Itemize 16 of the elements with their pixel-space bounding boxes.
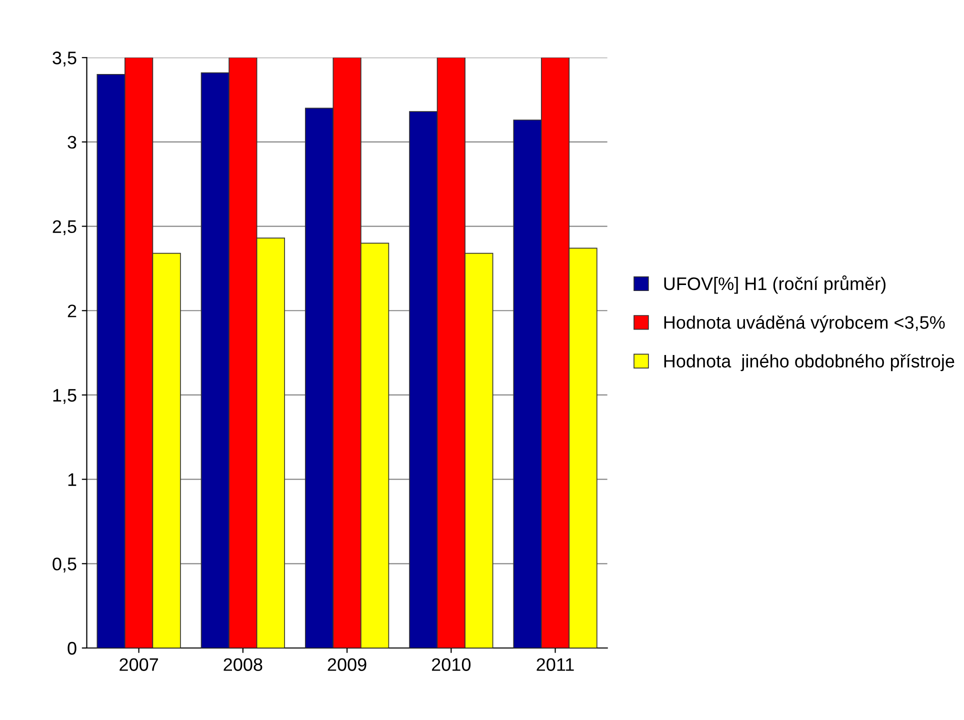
y-tick-label: 2 [68,304,76,318]
legend-label: Hodnota uváděná výrobcem <3,5% [664,315,945,332]
y-tick-label: 3,5 [52,52,76,66]
y-tick-label: 0 [68,642,76,655]
y-tick-label: 2,5 [52,220,76,236]
x-tick-label: 2009 [328,658,366,671]
y-tick-label: 1 [68,473,76,486]
x-tick-label: 2011 [536,658,574,671]
y-tick-label: 0,5 [52,558,76,573]
x-tick-label: 2007 [120,658,158,671]
x-tick-label: 2010 [432,658,471,671]
y-tick-label: 3 [68,136,76,149]
y-tick-label: 1,5 [53,389,76,404]
legend-label: UFOV[%] H1 (roční průměr) [664,275,886,294]
legend-label: Hodnota jiného obdobného přístroje [664,354,954,372]
x-tick-label: 2008 [224,658,262,671]
